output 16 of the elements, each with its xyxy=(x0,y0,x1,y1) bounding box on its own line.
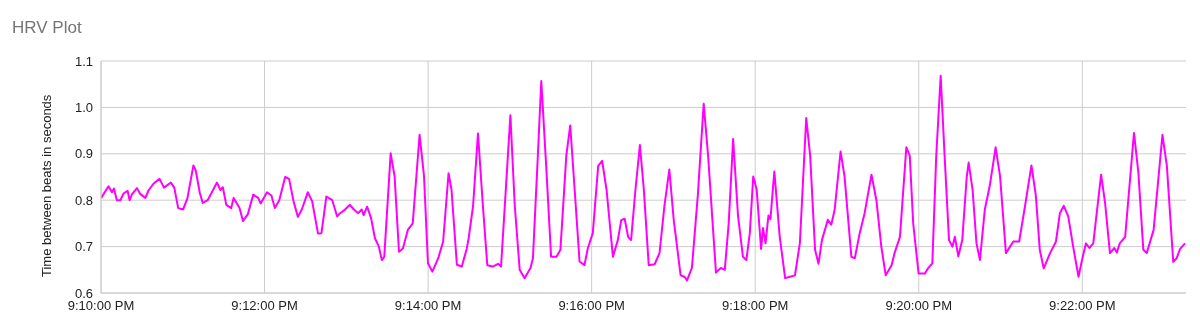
y-tick-label: 0.9 xyxy=(74,146,93,162)
x-tick-label: 9:18:00 PM xyxy=(721,298,789,314)
x-tick-label: 9:20:00 PM xyxy=(885,298,952,314)
x-tick-label: 9:14:00 PM xyxy=(394,298,462,314)
chart-title: HRV Plot xyxy=(12,18,82,38)
y-tick-label: 0.6 xyxy=(74,285,93,301)
y-tick-label: 0.7 xyxy=(74,239,93,255)
line-series xyxy=(101,74,1186,282)
y-tick-label: 0.8 xyxy=(74,192,93,208)
y-tick-label: 1.1 xyxy=(74,53,93,69)
y-axis-title: Time between beats in seconds xyxy=(38,94,54,277)
y-tick-label: 1.0 xyxy=(74,100,93,116)
x-tick-label: 9:10:00 PM xyxy=(67,298,135,314)
x-tick-label: 9:22:00 PM xyxy=(1049,298,1116,314)
x-tick-label: 9:12:00 PM xyxy=(231,298,298,314)
x-tick-label: 9:16:00 PM xyxy=(558,298,625,314)
